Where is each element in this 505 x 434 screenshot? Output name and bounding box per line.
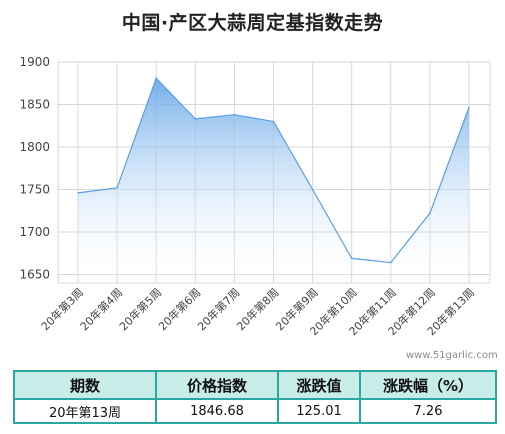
watermark: www.51garlic.com bbox=[406, 350, 498, 361]
y-tick-label: 1900 bbox=[19, 55, 50, 69]
data-point bbox=[272, 120, 275, 123]
x-axis: 20年第3周20年第4周20年第5周20年第6周20年第7周20年第8周20年第… bbox=[38, 285, 477, 338]
cell-change-value: 125.01 bbox=[277, 398, 361, 424]
header-price-index: 价格指数 bbox=[155, 370, 279, 400]
cell-price-index: 1846.68 bbox=[155, 398, 279, 424]
data-point bbox=[390, 261, 392, 264]
header-period: 期数 bbox=[13, 370, 157, 400]
chart-title: 中国·产区大蒜周定基指数走势 bbox=[121, 12, 384, 34]
data-point bbox=[155, 77, 157, 79]
y-tick-label: 1650 bbox=[19, 268, 50, 282]
data-point bbox=[468, 106, 470, 109]
summary-table: 期数 价格指数 涨跌值 涨跌幅（%） 20年第13周 1846.68 125.0… bbox=[13, 370, 497, 424]
data-point bbox=[311, 188, 314, 191]
data-point bbox=[350, 257, 353, 260]
chart-area: 1900 1850 1800 1750 1700 1650 20年第3周20年第4周20年… bbox=[19, 55, 491, 338]
y-tick-label: 1800 bbox=[19, 140, 50, 154]
y-tick-label: 1750 bbox=[19, 183, 50, 197]
data-point bbox=[233, 113, 236, 116]
series-area bbox=[77, 77, 470, 275]
y-tick-label: 1700 bbox=[19, 225, 50, 239]
area-fill bbox=[78, 78, 469, 275]
cell-period: 20年第13周 bbox=[13, 398, 157, 424]
data-point bbox=[194, 118, 197, 120]
header-change-value: 涨跌值 bbox=[277, 370, 361, 400]
data-point bbox=[429, 212, 431, 215]
data-point bbox=[116, 187, 118, 189]
data-point bbox=[77, 192, 79, 194]
y-tick-label: 1850 bbox=[19, 98, 50, 112]
y-axis: 1900 1850 1800 1750 1700 1650 bbox=[19, 55, 50, 282]
table-header-row: 期数 价格指数 涨跌值 涨跌幅（%） bbox=[13, 370, 497, 400]
header-change-percent: 涨跌幅（%） bbox=[359, 370, 497, 400]
table-row: 20年第13周 1846.68 125.01 7.26 bbox=[13, 398, 497, 424]
cell-change-percent: 7.26 bbox=[359, 398, 497, 424]
